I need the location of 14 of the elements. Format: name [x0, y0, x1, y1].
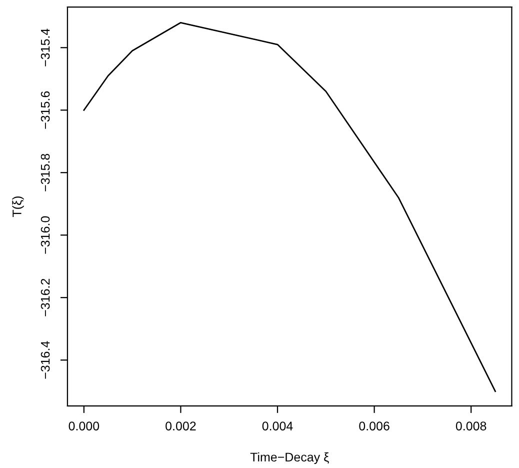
y-tick-label: −316.2 — [40, 278, 50, 316]
x-tick-label: 0.000 — [68, 422, 100, 430]
x-tick-label: 0.002 — [166, 422, 196, 430]
y-tick-label: −316.0 — [40, 216, 50, 254]
x-axis-title: Time−Decay ξ — [250, 452, 329, 464]
y-axis-title: T(ξ) — [12, 196, 24, 217]
y-tick-label: −315.8 — [40, 154, 50, 192]
line-series — [83, 22, 496, 392]
x-tick-label: 0.006 — [359, 422, 390, 430]
x-tick-label: 0.004 — [262, 422, 293, 430]
y-tick-label: −315.4 — [40, 28, 50, 66]
y-tick-label: −316.4 — [40, 341, 50, 379]
y-tick-label: −315.6 — [40, 91, 50, 129]
x-tick-label: 0.008 — [456, 422, 486, 430]
